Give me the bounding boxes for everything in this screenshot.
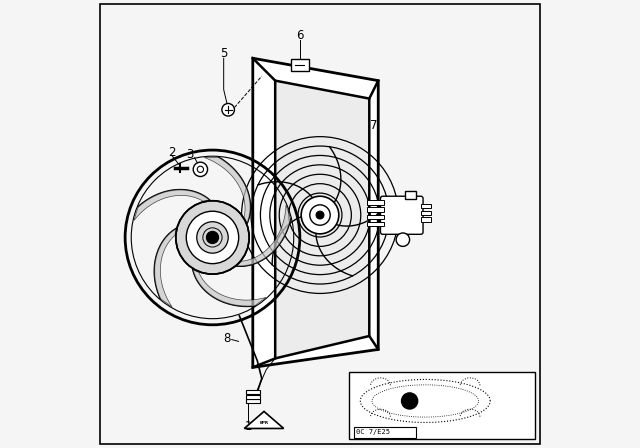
Circle shape: [316, 211, 324, 219]
Circle shape: [176, 201, 249, 274]
Polygon shape: [253, 58, 378, 367]
Text: 0C 7/E25: 0C 7/E25: [356, 429, 390, 435]
Bar: [246, 390, 260, 394]
Circle shape: [196, 222, 228, 253]
Text: EPR: EPR: [259, 422, 269, 425]
FancyBboxPatch shape: [380, 196, 423, 234]
Polygon shape: [134, 190, 209, 220]
Text: 4: 4: [252, 393, 259, 406]
Bar: [421, 217, 431, 222]
Ellipse shape: [396, 233, 410, 246]
Circle shape: [206, 231, 219, 244]
Bar: [353, 427, 417, 438]
Polygon shape: [193, 269, 266, 306]
Polygon shape: [154, 228, 176, 307]
Text: 8: 8: [223, 332, 230, 345]
Polygon shape: [237, 205, 291, 266]
Circle shape: [301, 196, 339, 234]
Circle shape: [222, 103, 234, 116]
Bar: [367, 215, 384, 219]
Text: 7: 7: [370, 119, 378, 132]
Circle shape: [186, 211, 239, 263]
Text: 5: 5: [220, 47, 227, 60]
Text: 3: 3: [186, 148, 194, 161]
Bar: [367, 222, 384, 226]
Bar: [246, 399, 260, 403]
Bar: [367, 207, 384, 212]
Circle shape: [193, 162, 207, 177]
Bar: [405, 191, 417, 199]
Text: 2: 2: [168, 146, 176, 159]
Bar: [291, 59, 309, 71]
Polygon shape: [204, 157, 250, 223]
Bar: [421, 211, 431, 215]
Bar: [421, 204, 431, 208]
Bar: [367, 200, 384, 205]
Polygon shape: [244, 411, 284, 428]
Circle shape: [401, 393, 418, 409]
Text: 6: 6: [296, 29, 303, 43]
Bar: [246, 395, 260, 399]
Bar: [349, 372, 535, 439]
Polygon shape: [275, 81, 369, 358]
Text: 1: 1: [244, 420, 252, 433]
